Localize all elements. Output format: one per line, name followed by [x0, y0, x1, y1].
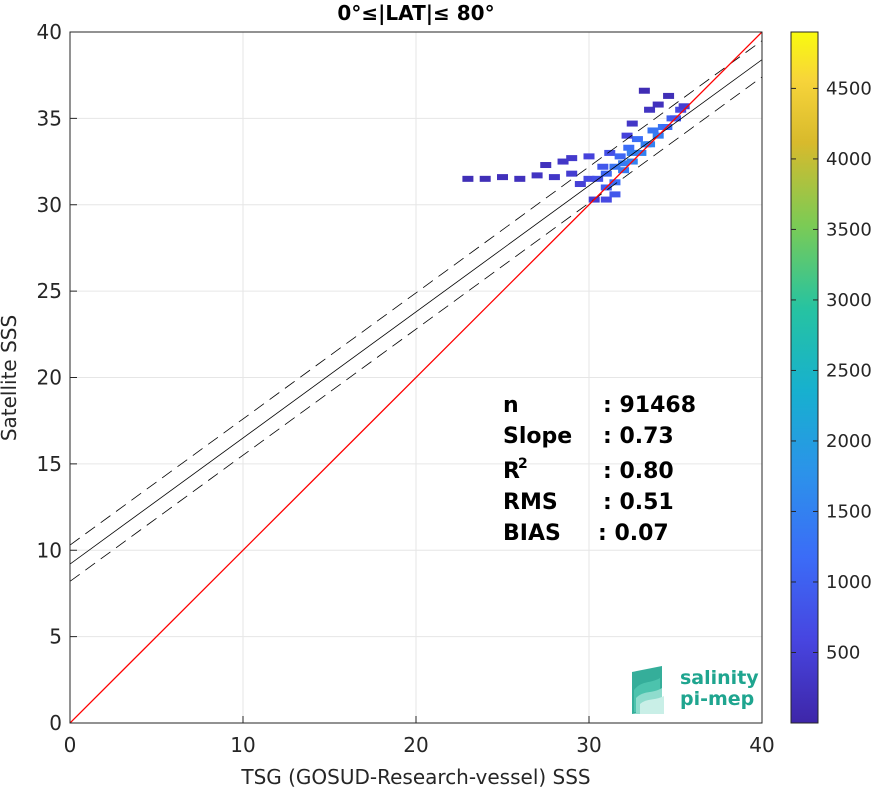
x-axis-ticks: 0 10 20 30 40	[64, 716, 775, 757]
chart-title: 0°≤|LAT|≤ 80°	[337, 1, 494, 25]
x-tick-label: 20	[403, 733, 428, 757]
y-tick-label: 40	[37, 20, 62, 44]
stat-label-superscript: 2	[518, 456, 528, 472]
colorbar-tick-label: 1000	[826, 572, 872, 593]
density-cell	[663, 92, 675, 99]
logo-waves-icon	[632, 666, 664, 714]
density-cell	[621, 132, 633, 139]
density-cell	[566, 155, 578, 162]
density-cell	[614, 153, 626, 160]
x-tick-label: 40	[749, 733, 774, 757]
density-cell	[631, 136, 643, 143]
y-tick-label: 5	[49, 625, 62, 649]
density-cell	[479, 175, 491, 182]
stat-value: : 0.51	[603, 490, 674, 515]
stat-value: : 0.73	[603, 424, 674, 449]
y-axis-ticks: 0 5 10 15 20 25 30 35 40	[37, 20, 77, 735]
colorbar-tick-label: 1500	[826, 501, 872, 522]
y-tick-label: 0	[49, 711, 62, 735]
stat-label: R	[503, 459, 520, 484]
density-cell	[583, 153, 595, 160]
identity-line	[70, 32, 762, 723]
density-cell	[600, 196, 612, 203]
logo-text-line2: pi-mep	[680, 688, 754, 710]
colorbar	[790, 31, 819, 724]
density-cell	[644, 106, 656, 113]
y-tick-label: 15	[37, 452, 62, 476]
y-tick-label: 25	[37, 279, 62, 303]
regression-line	[70, 59, 762, 565]
colorbar-tick-label: 500	[826, 642, 860, 663]
density-cell	[604, 149, 616, 156]
density-cell	[462, 175, 474, 182]
density-cell	[597, 163, 609, 170]
x-axis-label: TSG (GOSUD-Research-vessel) SSS	[240, 765, 590, 789]
density-cell	[626, 120, 638, 127]
density-cell	[652, 101, 664, 108]
y-tick-label: 35	[37, 106, 62, 130]
logo-text-line1: salinity	[680, 667, 759, 689]
colorbar-tick-label: 2500	[826, 360, 872, 381]
colorbar-ticks: 500 1000 1500 2000 2500 3000 3500 4000 4500	[791, 78, 872, 663]
density-cell	[609, 191, 621, 198]
colorbar-tick-label: 3500	[826, 219, 872, 240]
density-cell	[678, 103, 690, 110]
density-cell	[514, 175, 526, 182]
x-tick-label: 10	[230, 733, 255, 757]
x-tick-label: 30	[576, 733, 601, 757]
density-cell	[557, 158, 569, 165]
density-cell	[618, 160, 630, 167]
stat-label: Slope	[503, 424, 572, 449]
stat-label: n	[503, 393, 519, 418]
density-cell	[623, 144, 635, 151]
y-tick-label: 30	[37, 193, 62, 217]
colorbar-tick-label: 3000	[826, 290, 872, 311]
y-tick-label: 20	[37, 366, 62, 390]
stat-value: : 91468	[603, 393, 696, 418]
salinity-pi-mep-logo: salinity pi-mep	[632, 666, 759, 714]
density-cell	[548, 174, 560, 181]
y-tick-label: 10	[37, 538, 62, 562]
density-cell	[497, 174, 508, 181]
stat-value: : 0.07	[598, 521, 669, 546]
upper-bound-line	[70, 40, 762, 546]
density-cell	[566, 170, 578, 177]
density-cell	[592, 175, 604, 182]
density-cell	[647, 127, 659, 134]
density-cell	[638, 87, 650, 94]
lower-bound-line	[70, 76, 762, 582]
y-axis-label: Satellite SSS	[0, 315, 21, 441]
density-cell	[675, 106, 687, 113]
density-cell	[626, 149, 638, 156]
density-cell	[583, 175, 595, 182]
colorbar-tick-label: 2000	[826, 431, 872, 452]
stat-label: RMS	[503, 490, 558, 515]
density-cells	[462, 87, 690, 203]
density-cell	[609, 179, 621, 186]
density-cell	[574, 181, 586, 188]
colorbar-tick-label: 4000	[826, 149, 872, 170]
density-cell	[531, 172, 543, 179]
stat-value: : 0.80	[603, 459, 674, 484]
colorbar-tick-label: 4500	[826, 78, 872, 99]
x-tick-label: 0	[64, 733, 77, 757]
density-cell	[600, 170, 612, 177]
stats-box: n : 91468 Slope : 0.73 R2 : 0.80 RMS : 0.51 BIAS…	[503, 393, 696, 546]
fit-lines	[70, 32, 762, 723]
density-cell	[540, 162, 552, 169]
stat-label: BIAS	[503, 521, 561, 546]
